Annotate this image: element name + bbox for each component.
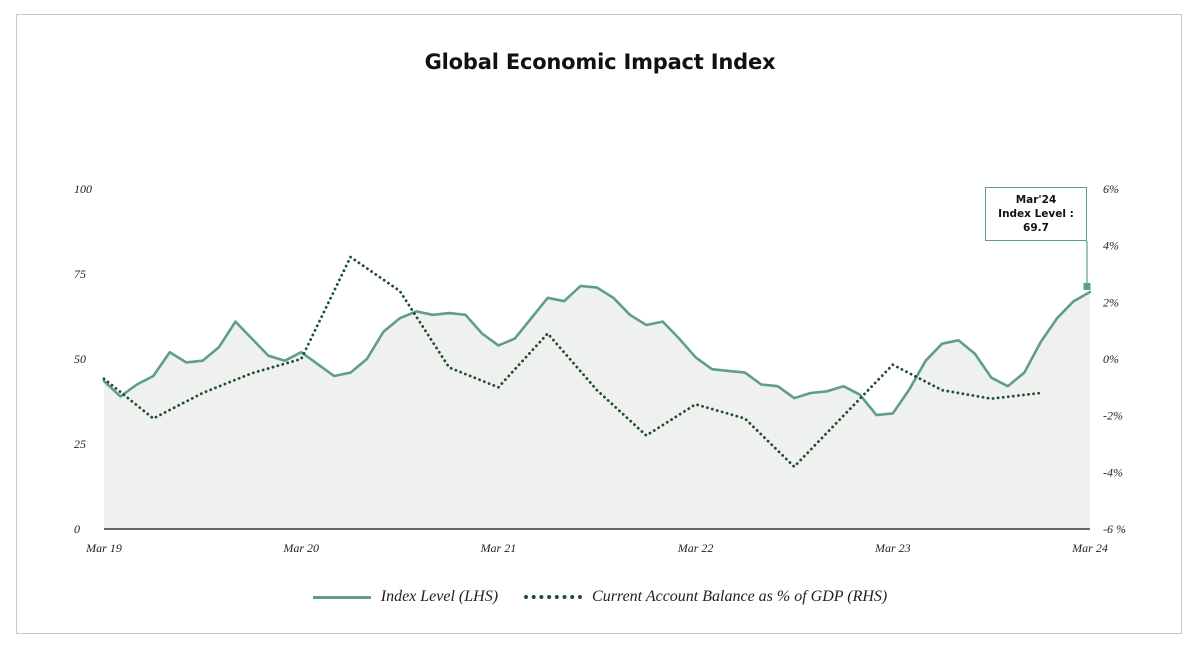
legend-swatch-solid	[312, 595, 371, 599]
y-right-tick-label: -2%	[1103, 409, 1123, 423]
callout-marker	[1083, 283, 1091, 291]
y-right-tick-label: 6%	[1103, 182, 1119, 196]
y-left-tick-label: 0	[74, 522, 80, 536]
callout-line-label: Index Level :	[998, 208, 1074, 220]
y-right-tick-label: -4%	[1103, 465, 1123, 479]
y-left-tick-label: 75	[74, 267, 86, 281]
x-tick-label: Mar 23	[874, 541, 911, 555]
legend-item-index: Index Level (LHS)	[312, 588, 499, 606]
y-left-tick-label: 50	[74, 352, 86, 366]
y-right-tick-label: 4%	[1103, 239, 1119, 253]
legend-label-index: Index Level (LHS)	[380, 588, 499, 605]
index-area	[104, 285, 1090, 529]
x-tick-label: Mar 21	[480, 541, 517, 555]
chart-title: Global Economic Impact Index	[424, 50, 776, 74]
callout-line-value: 69.7	[1023, 222, 1049, 234]
index-series-line	[102, 284, 1092, 417]
x-tick-label: Mar 24	[1071, 541, 1108, 555]
y-left-tick-label: 25	[74, 437, 86, 451]
x-tick-label: Mar 19	[85, 541, 122, 555]
y-right-tick-label: 2%	[1103, 295, 1119, 309]
x-tick-label: Mar 22	[677, 541, 714, 555]
callout-line-date: Mar'24	[1015, 194, 1057, 206]
legend-swatch-dotted	[524, 595, 583, 599]
chart-legend: Index Level (LHS) Current Account Balanc…	[0, 588, 1200, 606]
y-right-tick-label: 0%	[1103, 352, 1119, 366]
legend-item-cab: Current Account Balance as % of GDP (RHS…	[524, 588, 887, 606]
y-left-tick-label: 100	[74, 182, 92, 196]
legend-label-cab: Current Account Balance as % of GDP (RHS…	[592, 588, 888, 605]
y-right-tick-label: -6 %	[1103, 522, 1126, 536]
index-callout: Mar'24 Index Level : 69.7	[985, 187, 1087, 241]
x-tick-label: Mar 20	[282, 541, 319, 555]
